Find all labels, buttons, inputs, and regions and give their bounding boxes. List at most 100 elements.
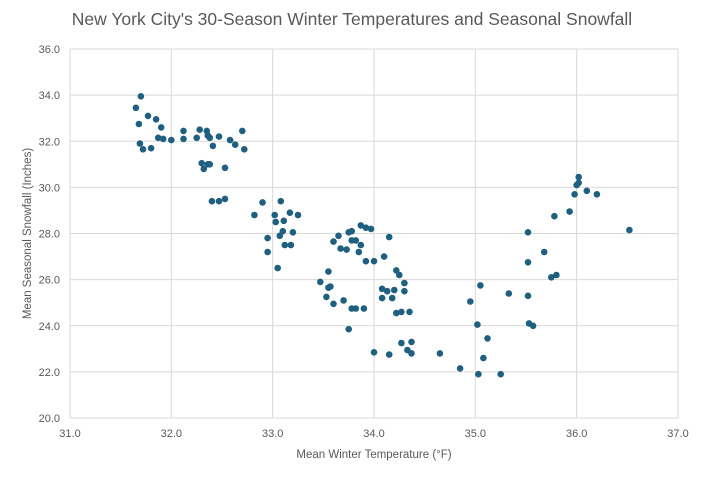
data-point: [289, 229, 297, 236]
data-point: [524, 292, 532, 300]
data-point: [360, 305, 368, 312]
data-point: [548, 274, 555, 281]
data-point: [593, 191, 601, 198]
data-point: [200, 165, 208, 173]
data-point: [575, 173, 582, 181]
data-point: [337, 245, 344, 252]
data-point: [391, 286, 398, 294]
data-point: [330, 300, 337, 308]
y-tick-labels: 20.0 22.0 24.0 26.0 28.0 30.0 32.0 34.0 36.0: [39, 44, 60, 425]
data-point: [239, 127, 246, 135]
x-tick-label: 37.0: [667, 428, 688, 440]
data-point: [221, 164, 229, 172]
data-point: [343, 246, 350, 253]
data-point: [370, 349, 378, 356]
data-point: [279, 227, 287, 235]
data-point: [484, 335, 491, 342]
data-point: [154, 134, 162, 142]
data-point: [221, 195, 229, 203]
data-point: [393, 309, 400, 317]
data-point: [206, 134, 214, 142]
x-axis-label: Mean Winter Temperature (°F): [296, 449, 451, 461]
data-point: [231, 141, 239, 148]
data-point: [136, 140, 144, 147]
y-tick-label: 26.0: [39, 275, 60, 287]
data-point: [340, 297, 347, 304]
y-tick-label: 28.0: [39, 229, 60, 241]
data-point: [583, 187, 591, 195]
data-point: [198, 159, 205, 167]
data-point: [385, 351, 393, 358]
data-point: [180, 135, 187, 143]
data-point: [551, 212, 558, 220]
data-point: [193, 134, 200, 142]
data-point: [264, 248, 271, 256]
x-tick-label: 32.0: [161, 428, 182, 440]
y-tick-label: 22.0: [39, 367, 60, 379]
y-tick-label: 30.0: [39, 182, 60, 194]
data-point: [388, 294, 396, 302]
data-point: [401, 279, 408, 287]
data-point: [215, 133, 223, 140]
data-point: [480, 354, 487, 362]
data-point: [406, 308, 413, 316]
x-tick-label: 36.0: [566, 428, 587, 440]
data-point: [408, 338, 415, 346]
x-tick-label: 33.0: [262, 428, 283, 440]
x-tick-label: 35.0: [465, 428, 486, 440]
data-point: [396, 271, 403, 279]
data-point: [206, 161, 214, 168]
data-point: [147, 144, 155, 152]
data-point: [378, 285, 386, 293]
data-point: [157, 124, 165, 131]
data-point: [467, 298, 474, 305]
data-point: [281, 241, 289, 249]
data-point: [152, 116, 160, 123]
gridlines: [69, 48, 679, 419]
data-point: [325, 268, 332, 275]
data-point: [280, 217, 288, 225]
data-point: [383, 287, 391, 295]
data-point: [241, 146, 248, 153]
data-point: [209, 142, 217, 150]
data-point: [132, 104, 140, 112]
data-point: [367, 225, 375, 233]
data-point: [385, 233, 393, 241]
data-point: [226, 136, 234, 144]
chart-title: New York City's 30-Season Winter Tempera…: [71, 9, 633, 29]
data-point: [259, 199, 266, 206]
data-point: [540, 248, 548, 256]
data-point: [401, 287, 408, 295]
data-point: [352, 305, 360, 312]
data-point: [352, 237, 360, 244]
data-point: [264, 234, 271, 242]
x-tick-label: 34.0: [363, 428, 384, 440]
data-point: [378, 294, 386, 302]
y-tick-label: 36.0: [39, 44, 60, 56]
data-points: [132, 93, 633, 378]
data-point: [277, 197, 285, 205]
data-point: [139, 146, 147, 153]
data-point: [456, 365, 464, 372]
data-point: [477, 282, 484, 289]
data-point: [497, 370, 505, 378]
data-point: [159, 135, 167, 143]
x-tick-labels: 31.0 32.0 33.0 34.0 35.0 36.0 37.0: [59, 428, 688, 440]
data-point: [474, 321, 481, 328]
data-point: [327, 283, 334, 290]
data-point: [524, 259, 532, 266]
data-point: [168, 136, 175, 144]
data-point: [208, 197, 216, 205]
data-point: [323, 293, 330, 301]
data-point: [575, 179, 582, 187]
data-point: [135, 120, 143, 128]
data-point: [357, 222, 365, 229]
data-point: [144, 112, 152, 120]
data-point: [626, 226, 633, 234]
data-point: [345, 325, 353, 333]
data-point: [408, 350, 415, 357]
data-point: [571, 191, 578, 198]
data-point: [196, 126, 203, 133]
